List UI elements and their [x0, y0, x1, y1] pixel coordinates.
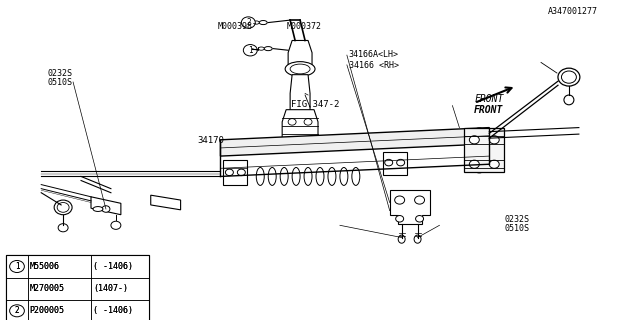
Text: 34170: 34170 — [198, 136, 225, 145]
Ellipse shape — [304, 167, 312, 185]
Bar — [6, 255, 148, 320]
Text: 1: 1 — [15, 262, 19, 271]
Ellipse shape — [280, 167, 288, 185]
Text: M000372: M000372 — [286, 22, 321, 31]
Circle shape — [415, 216, 424, 222]
Ellipse shape — [54, 200, 72, 215]
Ellipse shape — [264, 47, 272, 51]
Text: A347001277: A347001277 — [548, 7, 598, 16]
Text: FRONT: FRONT — [474, 105, 504, 115]
Text: 2: 2 — [15, 306, 19, 315]
Text: FIG.347-2: FIG.347-2 — [291, 100, 340, 109]
Circle shape — [9, 304, 25, 317]
Bar — [223, 160, 247, 185]
Text: P200005: P200005 — [29, 306, 65, 315]
Text: 0510S: 0510S — [47, 78, 72, 87]
Text: 2: 2 — [15, 306, 19, 315]
Circle shape — [10, 260, 24, 273]
Circle shape — [9, 260, 25, 273]
Text: ( -1406): ( -1406) — [93, 306, 133, 315]
Circle shape — [469, 160, 479, 168]
Ellipse shape — [470, 133, 488, 167]
Ellipse shape — [256, 167, 264, 185]
Ellipse shape — [340, 167, 348, 185]
Text: 0232S: 0232S — [505, 215, 530, 224]
Ellipse shape — [290, 64, 310, 74]
Polygon shape — [290, 75, 310, 114]
Ellipse shape — [292, 167, 300, 185]
Ellipse shape — [561, 71, 577, 83]
Text: 1: 1 — [248, 46, 253, 55]
Ellipse shape — [467, 128, 492, 173]
Ellipse shape — [285, 62, 315, 76]
Ellipse shape — [558, 68, 580, 86]
Text: 1: 1 — [15, 262, 19, 271]
Text: M270005: M270005 — [29, 284, 65, 293]
Bar — [383, 152, 406, 175]
Circle shape — [415, 196, 424, 204]
Polygon shape — [220, 128, 489, 156]
Text: 34166A<LH>: 34166A<LH> — [349, 50, 399, 59]
Polygon shape — [390, 190, 429, 225]
Circle shape — [111, 221, 121, 229]
Text: M55006: M55006 — [29, 262, 60, 271]
Text: ( -1406): ( -1406) — [93, 262, 133, 271]
Circle shape — [237, 169, 245, 176]
Circle shape — [10, 305, 24, 317]
Ellipse shape — [253, 21, 259, 24]
Text: (1407-): (1407-) — [93, 284, 128, 293]
Ellipse shape — [414, 235, 421, 243]
Circle shape — [489, 160, 499, 168]
Text: ( -1406): ( -1406) — [93, 306, 133, 315]
Ellipse shape — [304, 119, 312, 125]
Text: P200005: P200005 — [29, 306, 65, 315]
Ellipse shape — [268, 167, 276, 185]
Ellipse shape — [564, 95, 574, 105]
Text: FRONT: FRONT — [474, 94, 504, 104]
Ellipse shape — [328, 167, 336, 185]
Text: M270005: M270005 — [29, 284, 65, 293]
Polygon shape — [282, 110, 318, 146]
Ellipse shape — [352, 167, 360, 185]
Circle shape — [241, 17, 255, 28]
Polygon shape — [91, 197, 121, 215]
Polygon shape — [151, 195, 180, 210]
Circle shape — [397, 159, 404, 166]
Text: 2: 2 — [246, 18, 251, 27]
Ellipse shape — [288, 119, 296, 125]
Ellipse shape — [58, 224, 68, 232]
Circle shape — [489, 136, 499, 144]
Ellipse shape — [93, 207, 103, 212]
Circle shape — [395, 196, 404, 204]
Ellipse shape — [57, 203, 69, 212]
Circle shape — [385, 159, 393, 166]
Text: ( -1406): ( -1406) — [93, 262, 133, 271]
Ellipse shape — [259, 20, 268, 25]
Circle shape — [396, 216, 404, 222]
Text: 0232S: 0232S — [47, 69, 72, 78]
Text: M55006: M55006 — [29, 262, 60, 271]
Bar — [6, 255, 148, 320]
Ellipse shape — [259, 47, 264, 50]
Circle shape — [243, 44, 257, 56]
Text: 34166 <RH>: 34166 <RH> — [349, 61, 399, 70]
Ellipse shape — [398, 235, 405, 243]
Ellipse shape — [316, 167, 324, 185]
Text: 0510S: 0510S — [505, 224, 530, 233]
Text: (1407-): (1407-) — [93, 284, 128, 293]
Polygon shape — [288, 40, 312, 65]
Circle shape — [469, 136, 479, 144]
Circle shape — [225, 169, 234, 176]
Circle shape — [102, 206, 110, 212]
Text: M000398: M000398 — [218, 22, 253, 31]
Bar — [465, 128, 504, 172]
